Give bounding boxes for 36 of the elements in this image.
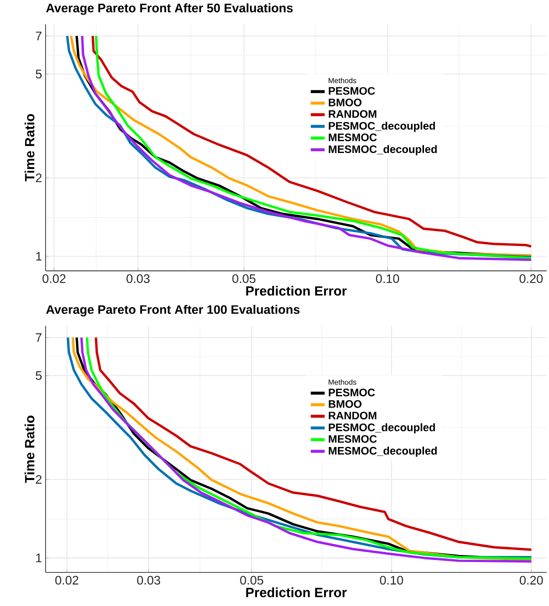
y-tick-label: 7	[36, 333, 42, 342]
legend-label: BMOO	[329, 98, 362, 106]
x-tick-label: 0.20	[520, 274, 543, 284]
y-axis-title: Time Ratio	[24, 416, 35, 483]
x-tick-label: 0.05	[240, 576, 264, 585]
legend-label: PESMOC	[329, 87, 376, 95]
y-tick-label: 2	[36, 475, 42, 484]
x-tick-label: 0.10	[380, 576, 404, 585]
y-tick-label: 7	[36, 32, 42, 40]
legend-label: MESMOC	[329, 435, 377, 443]
y-tick-label: 5	[36, 70, 42, 78]
legend-label: MESMOC_decoupled	[329, 145, 437, 156]
x-tick-label: 0.03	[137, 576, 160, 585]
x-tick-label: 0.03	[126, 274, 150, 284]
legend-label: RANDOM	[329, 412, 377, 420]
y-tick-label: 2	[36, 174, 42, 182]
y-tick-label: 1	[36, 252, 42, 261]
x-tick-label: 0.02	[42, 274, 66, 284]
y-tick-label: 5	[36, 371, 42, 380]
chart-title: Average Pareto Front After 100 Evaluations	[46, 304, 300, 316]
legend-label: MESMOC_decoupled	[329, 446, 437, 457]
y-tick-label: 1	[36, 554, 42, 562]
x-axis-title: Prediction Error	[246, 286, 347, 296]
legend-label: PESMOC_decoupled	[329, 423, 436, 434]
x-tick-label: 0.20	[520, 576, 544, 585]
legend-label: MESMOC	[329, 134, 377, 142]
x-tick-label: 0.10	[376, 274, 400, 284]
x-axis-title: Prediction Error	[246, 587, 347, 598]
chart-title: Average Pareto Front After 50 Evaluations	[46, 3, 293, 15]
y-axis-title: Time Ratio	[24, 114, 35, 182]
legend-label: BMOO	[329, 400, 362, 408]
x-tick-label: 0.02	[56, 576, 78, 585]
legend-label: RANDOM	[329, 110, 377, 118]
legend-label: PESMOC_decoupled	[329, 122, 436, 132]
x-tick-label: 0.05	[232, 274, 256, 284]
legend-label: PESMOC	[329, 388, 376, 396]
